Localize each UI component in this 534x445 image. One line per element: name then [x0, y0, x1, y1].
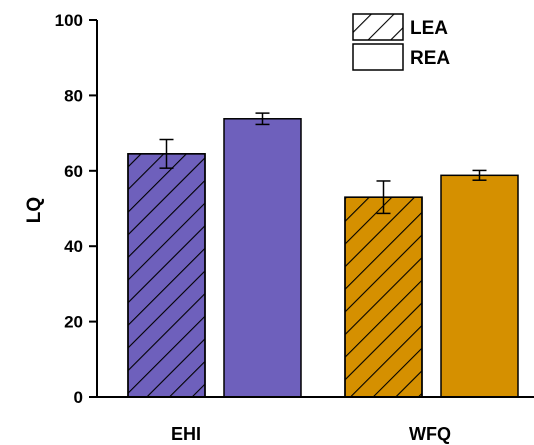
- bar-hatch-lea-ehi: [127, 153, 206, 398]
- category-label-wfq: WFQ: [409, 424, 451, 444]
- category-label-ehi: EHI: [171, 424, 201, 444]
- y-tick-label: 60: [64, 162, 83, 181]
- y-axis-label: LQ: [24, 197, 45, 223]
- error-bars-layer: [159, 112, 487, 215]
- legend-swatch-lea: [352, 13, 404, 41]
- legend-label-lea: LEA: [410, 18, 448, 39]
- bar-rea-wfq: [440, 174, 519, 398]
- category-labels-layer: EHI WFQ: [171, 424, 451, 444]
- legend-label-rea: REA: [410, 48, 450, 69]
- y-tick-label: 40: [64, 237, 83, 256]
- y-tick-label: 80: [64, 86, 83, 105]
- y-tick-label: 100: [55, 11, 83, 30]
- bar-hatch-lea-wfq: [344, 196, 423, 398]
- bars-layer: [127, 118, 519, 398]
- bar-rea-ehi: [223, 118, 302, 398]
- legend: LEA REA: [352, 13, 450, 71]
- legend-swatch-rea: [352, 43, 404, 71]
- y-tick-label: 20: [64, 313, 83, 332]
- y-tick-label: 0: [74, 388, 83, 407]
- y-ticks-layer: 0 20 40 60 80 100: [55, 11, 97, 407]
